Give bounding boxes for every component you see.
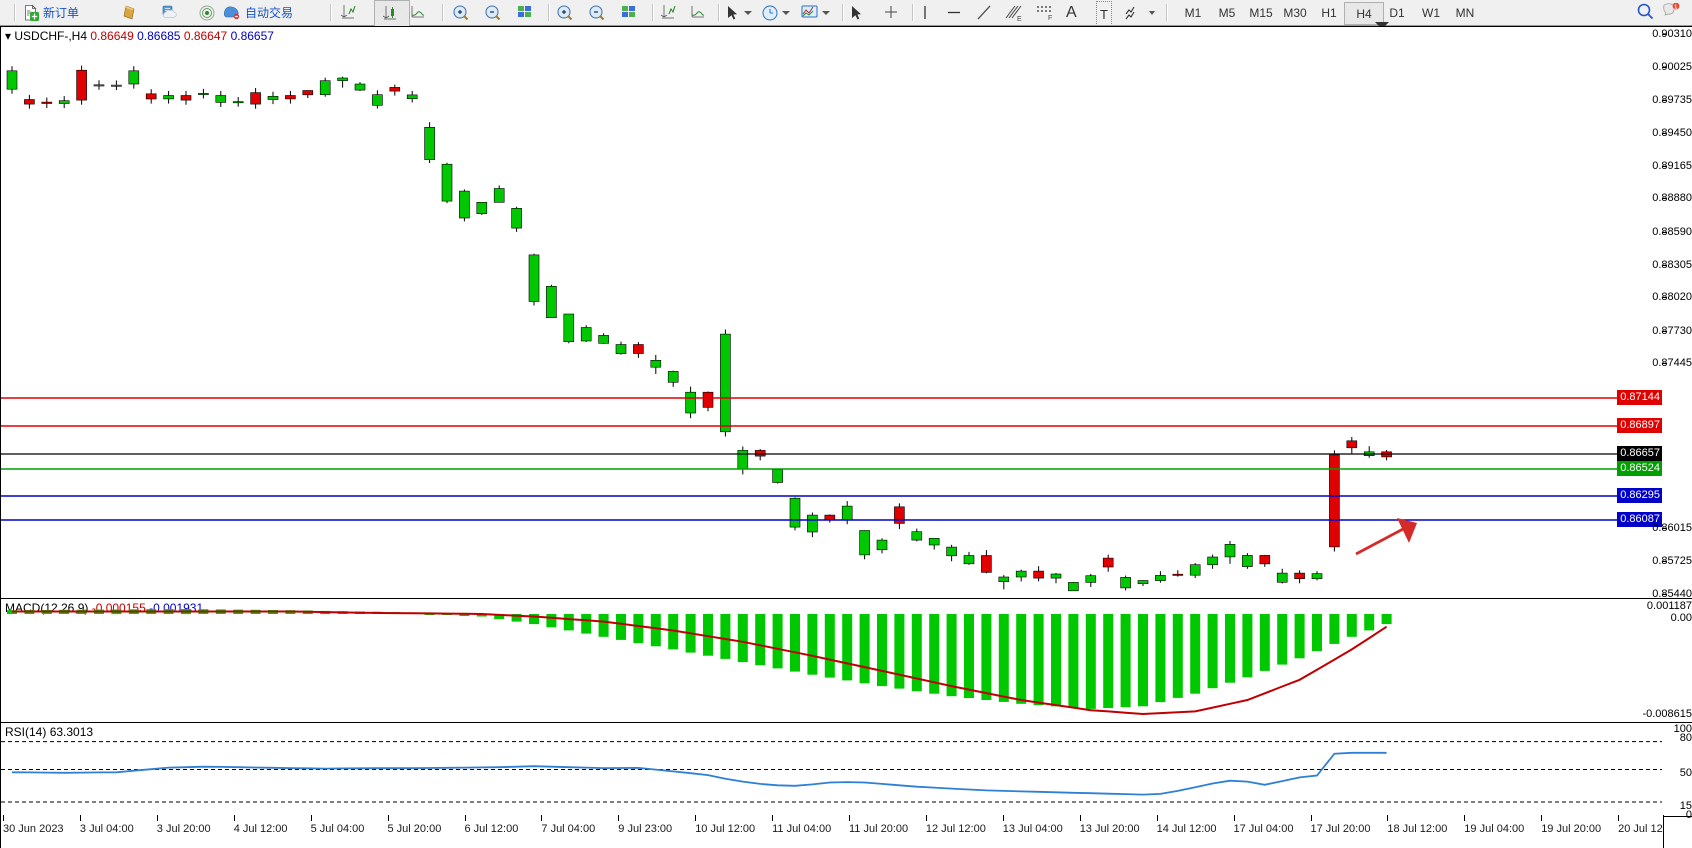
svg-text:F: F xyxy=(1048,15,1052,21)
svg-text:E: E xyxy=(1017,16,1022,22)
